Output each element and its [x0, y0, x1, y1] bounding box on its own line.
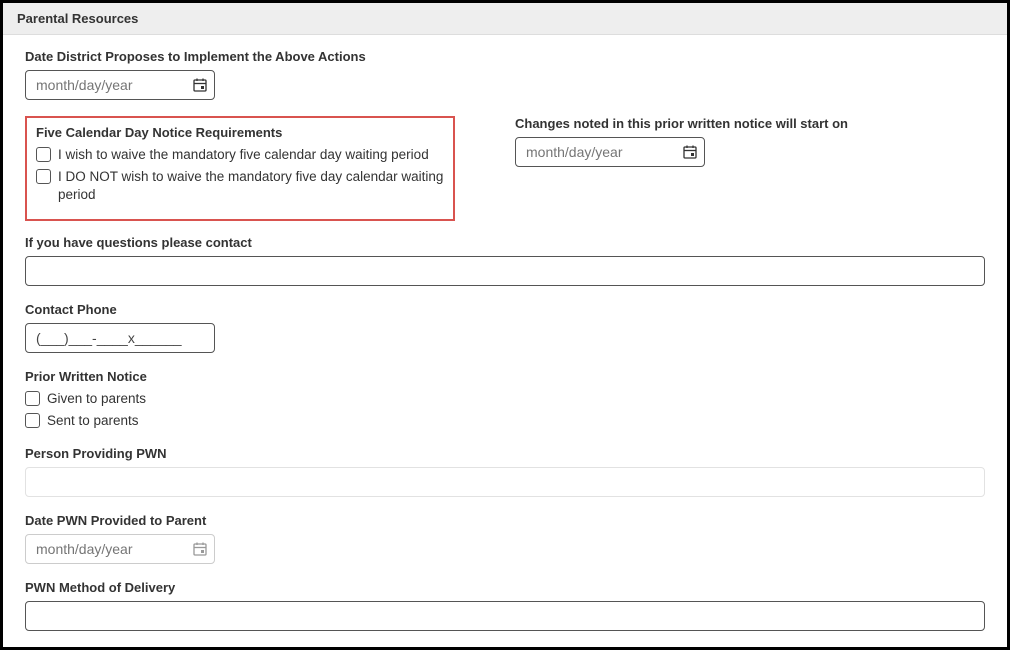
changes-start-column: Changes noted in this prior written noti… [515, 116, 985, 167]
form-content: Date District Proposes to Implement the … [3, 35, 1007, 631]
pwn-label: Prior Written Notice [25, 369, 985, 384]
checkbox-waive-label: I wish to waive the mandatory five calen… [58, 146, 429, 164]
person-providing-label: Person Providing PWN [25, 446, 985, 461]
implement-date-input[interactable] [25, 70, 215, 100]
checkbox-given-to-parents[interactable] [25, 391, 40, 406]
person-providing-group: Person Providing PWN [25, 446, 985, 497]
five-day-column: Five Calendar Day Notice Requirements I … [25, 116, 455, 221]
five-day-option-waive: I wish to waive the mandatory five calen… [36, 146, 444, 164]
contact-phone-input[interactable] [25, 323, 215, 353]
date-pwn-label: Date PWN Provided to Parent [25, 513, 985, 528]
checkbox-not-waive[interactable] [36, 169, 51, 184]
changes-start-label: Changes noted in this prior written noti… [515, 116, 985, 131]
checkbox-not-waive-label: I DO NOT wish to waive the mandatory fiv… [58, 168, 444, 204]
checkbox-sent-to-parents[interactable] [25, 413, 40, 428]
delivery-method-input[interactable] [25, 601, 985, 631]
section-header: Parental Resources [3, 3, 1007, 35]
questions-contact-group: If you have questions please contact [25, 235, 985, 286]
five-day-option-notwaive: I DO NOT wish to waive the mandatory fiv… [36, 168, 444, 204]
pwn-given-label: Given to parents [47, 390, 146, 408]
delivery-method-group: PWN Method of Delivery [25, 580, 985, 631]
questions-contact-label: If you have questions please contact [25, 235, 985, 250]
implement-date-wrap [25, 70, 215, 100]
five-day-legend: Five Calendar Day Notice Requirements [36, 125, 444, 140]
date-pwn-wrap [25, 534, 215, 564]
changes-start-wrap [515, 137, 705, 167]
implement-date-group: Date District Proposes to Implement the … [25, 49, 985, 100]
contact-phone-label: Contact Phone [25, 302, 985, 317]
pwn-sent-label: Sent to parents [47, 412, 139, 430]
pwn-given-row: Given to parents [25, 390, 985, 408]
pwn-sent-row: Sent to parents [25, 412, 985, 430]
delivery-method-label: PWN Method of Delivery [25, 580, 985, 595]
checkbox-waive[interactable] [36, 147, 51, 162]
date-pwn-input[interactable] [25, 534, 215, 564]
section-title: Parental Resources [17, 11, 138, 26]
questions-contact-input[interactable] [25, 256, 985, 286]
pwn-group: Prior Written Notice Given to parents Se… [25, 369, 985, 430]
implement-date-label: Date District Proposes to Implement the … [25, 49, 985, 64]
date-pwn-group: Date PWN Provided to Parent [25, 513, 985, 564]
form-container: Parental Resources Date District Propose… [0, 0, 1010, 650]
five-day-notice-box: Five Calendar Day Notice Requirements I … [25, 116, 455, 221]
person-providing-input[interactable] [25, 467, 985, 497]
contact-phone-group: Contact Phone [25, 302, 985, 353]
changes-start-input[interactable] [515, 137, 705, 167]
two-column-row: Five Calendar Day Notice Requirements I … [25, 116, 985, 221]
